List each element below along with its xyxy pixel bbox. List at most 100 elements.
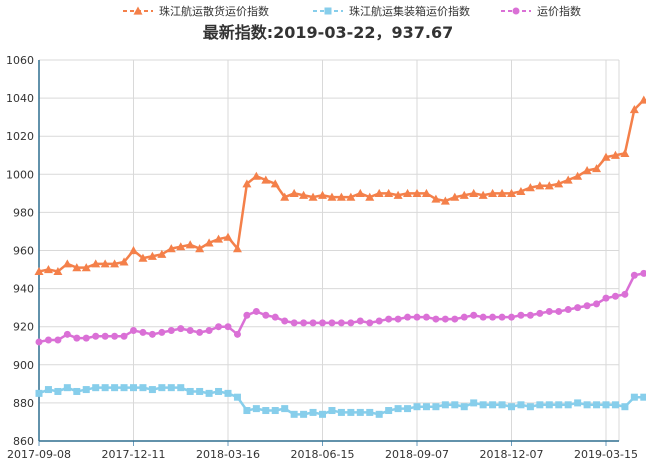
data-point[interactable] [412, 188, 422, 197]
data-point[interactable] [35, 389, 43, 397]
data-point[interactable] [525, 183, 535, 192]
data-point[interactable] [432, 315, 440, 323]
data-point[interactable] [176, 242, 186, 251]
data-point[interactable] [470, 399, 478, 407]
data-point[interactable] [629, 105, 639, 114]
data-point[interactable] [610, 150, 620, 159]
data-point[interactable] [186, 387, 194, 395]
data-point[interactable] [233, 393, 241, 401]
data-point[interactable] [394, 405, 402, 413]
data-point[interactable] [498, 401, 506, 409]
data-point[interactable] [404, 405, 412, 413]
data-point[interactable] [601, 152, 611, 161]
data-point[interactable] [337, 319, 345, 327]
data-point[interactable] [72, 263, 82, 272]
data-point[interactable] [593, 300, 601, 308]
data-point[interactable] [564, 306, 572, 314]
data-point[interactable] [205, 389, 213, 397]
data-point[interactable] [177, 384, 185, 392]
data-point[interactable] [460, 313, 468, 321]
data-point[interactable] [526, 311, 534, 319]
data-point[interactable] [289, 188, 299, 197]
data-point[interactable] [54, 387, 62, 395]
data-point[interactable] [43, 265, 53, 274]
data-point[interactable] [148, 386, 156, 394]
data-point[interactable] [309, 319, 317, 327]
data-point[interactable] [374, 188, 384, 197]
data-point[interactable] [92, 332, 100, 340]
data-point[interactable] [545, 401, 553, 409]
data-point[interactable] [195, 244, 205, 253]
data-point[interactable] [469, 188, 479, 197]
data-point[interactable] [73, 334, 81, 342]
data-point[interactable] [233, 330, 241, 338]
data-point[interactable] [214, 234, 224, 243]
data-point[interactable] [300, 410, 308, 418]
data-point[interactable] [309, 408, 317, 416]
legend[interactable]: 珠江航运散货运价指数 珠江航运集装箱运价指数 运价指数 [123, 4, 581, 18]
data-point[interactable] [583, 302, 591, 310]
data-point[interactable] [158, 384, 166, 392]
data-point[interactable] [251, 171, 261, 180]
data-point[interactable] [593, 401, 601, 409]
data-point[interactable] [81, 263, 91, 272]
data-point[interactable] [431, 194, 441, 203]
data-point[interactable] [196, 328, 204, 336]
data-point[interactable] [507, 188, 516, 197]
data-point[interactable] [223, 232, 233, 241]
data-point[interactable] [459, 190, 469, 199]
data-point[interactable] [479, 313, 487, 321]
data-point[interactable] [450, 192, 460, 201]
data-point[interactable] [346, 192, 356, 201]
data-point[interactable] [403, 188, 413, 197]
data-point[interactable] [215, 387, 223, 395]
data-point[interactable] [592, 164, 602, 173]
data-point[interactable] [375, 410, 383, 418]
data-point[interactable] [232, 244, 242, 253]
data-point[interactable] [185, 240, 195, 249]
data-point[interactable] [82, 386, 90, 394]
data-point[interactable] [54, 336, 62, 344]
data-point[interactable] [271, 407, 279, 415]
data-point[interactable] [470, 311, 478, 319]
data-point[interactable] [158, 328, 166, 336]
data-point[interactable] [262, 407, 270, 415]
data-point[interactable] [120, 332, 128, 340]
data-point[interactable] [508, 313, 515, 321]
legend-item[interactable]: 珠江航运集装箱运价指数 [313, 4, 470, 18]
data-point[interactable] [582, 165, 592, 175]
data-point[interactable] [404, 313, 412, 321]
data-point[interactable] [508, 403, 515, 411]
data-point[interactable] [611, 401, 619, 409]
data-point[interactable] [536, 401, 544, 409]
data-point[interactable] [205, 327, 213, 335]
data-point[interactable] [620, 148, 630, 157]
data-point[interactable] [365, 192, 375, 201]
data-point[interactable] [488, 188, 498, 197]
data-point[interactable] [53, 266, 63, 276]
data-point[interactable] [130, 327, 137, 335]
data-point[interactable] [347, 319, 355, 327]
data-point[interactable] [385, 315, 393, 323]
data-point[interactable] [166, 244, 176, 253]
data-point[interactable] [384, 188, 394, 197]
data-point[interactable] [498, 313, 506, 321]
data-point[interactable] [147, 251, 157, 260]
data-point[interactable] [252, 405, 260, 413]
data-point[interactable] [535, 181, 545, 190]
data-point[interactable] [478, 190, 488, 199]
data-point[interactable] [130, 384, 137, 392]
data-point[interactable] [413, 313, 421, 321]
data-point[interactable] [44, 336, 52, 344]
data-point[interactable] [544, 181, 554, 190]
data-point[interactable] [621, 290, 629, 298]
data-point[interactable] [639, 95, 646, 104]
data-point[interactable] [157, 249, 167, 258]
data-point[interactable] [101, 332, 109, 340]
data-point[interactable] [281, 405, 289, 413]
data-point[interactable] [574, 304, 582, 312]
data-point[interactable] [640, 393, 646, 401]
data-point[interactable] [252, 307, 260, 315]
data-point[interactable] [262, 311, 270, 319]
data-point[interactable] [583, 401, 591, 409]
